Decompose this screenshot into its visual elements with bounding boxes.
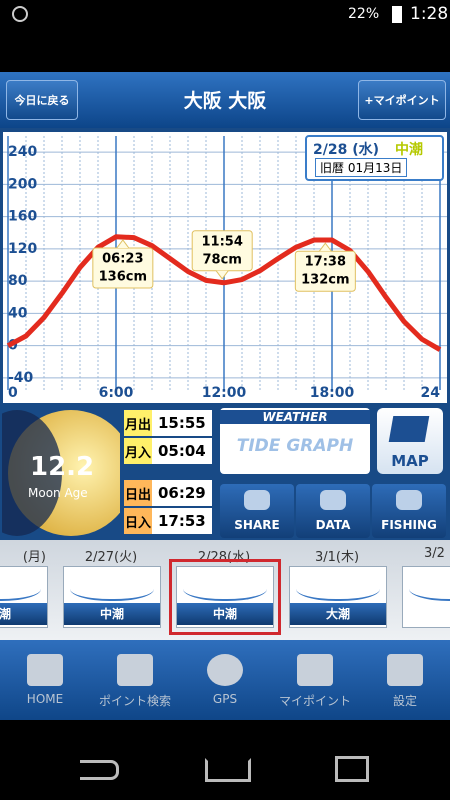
date-box: 2/28 (水) 中潮 旧暦 01月13日: [305, 135, 444, 181]
callout-time: 17:38: [305, 255, 346, 270]
battery: 22%: [348, 6, 380, 22]
weather-subtitle: TIDE GRAPH: [236, 436, 354, 456]
y-tick-label: -40: [8, 370, 34, 386]
tab-icon[interactable]: [27, 654, 63, 686]
strip-date: 2/28(水): [197, 550, 251, 565]
mini-graph: [0, 573, 41, 601]
status-bar: 22% 1:28: [0, 0, 450, 30]
tab-label[interactable]: 設定: [392, 694, 417, 708]
strip-card[interactable]: 潮: [0, 566, 48, 628]
battery-icon: [392, 6, 402, 23]
callout-label: 132cm: [301, 273, 349, 288]
callout-time: 06:23: [102, 252, 143, 267]
tab-icon[interactable]: [117, 654, 153, 686]
nav-bar: [0, 720, 450, 800]
x-tick-label: 18:00: [310, 385, 355, 401]
mypoint-button[interactable]: +マイポイント: [358, 80, 446, 120]
tab-label[interactable]: GPS: [212, 692, 238, 706]
map-button[interactable]: MAP: [377, 408, 443, 474]
y-tick-label: 160: [8, 209, 37, 225]
header: 今日に戻る 大阪 大阪 +マイポイント: [0, 72, 450, 128]
back-button[interactable]: 今日に戻る: [6, 80, 78, 120]
strip-tide: 中潮: [177, 603, 273, 625]
mini-graph: [296, 573, 380, 601]
strip-date: 3/2: [424, 546, 445, 561]
time-label: 月出: [124, 410, 152, 436]
callout-label: 78cm: [203, 252, 242, 267]
callout-pointer: [318, 242, 332, 252]
tab-label[interactable]: ポイント検索: [98, 694, 171, 708]
mini-graph: [183, 573, 267, 601]
tab-icon[interactable]: [207, 654, 243, 686]
time-label: 月入: [124, 438, 152, 464]
y-tick-label: 120: [8, 241, 37, 257]
tab-icon[interactable]: [297, 654, 333, 686]
callout-label: 136cm: [99, 270, 147, 285]
weather-banner[interactable]: WEATHER TIDE GRAPH: [220, 408, 370, 474]
mini-graph: [409, 573, 450, 601]
y-tick-label: 240: [8, 144, 37, 160]
time-label: 日出: [124, 480, 152, 506]
y-tick-label: 200: [8, 176, 37, 192]
strip-date: 3/1(木): [314, 550, 360, 565]
date: 2/28 (水): [313, 142, 380, 158]
tab-bar: HOME ポイント検索 GPS マイポイント 設定: [0, 640, 450, 720]
time-value: 17:53: [152, 508, 212, 534]
strip-date: (月): [22, 550, 46, 565]
x-tick-label: 0: [8, 385, 18, 401]
moon-area: 12.2 Moon Age: [2, 408, 120, 538]
tide-line: [6, 234, 442, 352]
recents-nav[interactable]: [335, 756, 369, 782]
moon-age-label: Moon Age: [28, 486, 88, 500]
action-icon: [396, 490, 422, 510]
time-value: 05:04: [152, 438, 212, 464]
strip-card[interactable]: 中潮: [169, 559, 281, 635]
action-icon: [320, 490, 346, 510]
x-tick-label: 12:00: [202, 385, 247, 401]
status-icon: [12, 6, 28, 22]
time-label: 日入: [124, 508, 152, 534]
strip-tide: 潮: [0, 603, 47, 625]
action-button[interactable]: DATA: [296, 484, 370, 538]
action-button[interactable]: FISHING: [372, 484, 446, 538]
action-label: SHARE: [234, 518, 280, 532]
x-tick-label: 24: [421, 385, 441, 401]
lunar-date: 旧暦 01月13日: [315, 158, 408, 177]
time-value: 15:55: [152, 410, 212, 436]
callout-pointer: [116, 239, 130, 249]
tab-icon[interactable]: [387, 654, 423, 686]
action-button[interactable]: SHARE: [220, 484, 294, 538]
strip-tide: 中潮: [64, 603, 160, 625]
y-tick-label: 80: [8, 273, 28, 289]
map-icon: [388, 416, 430, 442]
strip-card[interactable]: 大潮: [289, 566, 387, 628]
moon-age: 12.2: [30, 452, 95, 482]
tide-name: 中潮: [395, 142, 423, 158]
home-nav[interactable]: [205, 758, 251, 782]
strip-card[interactable]: [402, 566, 450, 628]
back-nav[interactable]: [80, 760, 119, 780]
tab-label[interactable]: マイポイント: [278, 694, 351, 708]
callout-time: 11:54: [202, 234, 243, 249]
strip-tide: 大潮: [290, 603, 386, 625]
strip-card[interactable]: 中潮: [63, 566, 161, 628]
x-tick-label: 6:00: [99, 385, 134, 401]
date-strip: (月) 潮 2/27(火) 中潮 2/28(水) 中潮 3/1(木) 大潮 3/2: [0, 540, 450, 640]
callout-pointer: [215, 270, 229, 280]
y-tick-label: 40: [8, 305, 28, 321]
action-icon: [244, 490, 270, 510]
mini-graph: [70, 573, 154, 601]
title: 大阪 大阪: [183, 90, 267, 112]
weather-title: WEATHER: [220, 410, 370, 424]
tab-label[interactable]: HOME: [26, 692, 64, 706]
map-label: MAP: [391, 452, 429, 470]
time-value: 06:29: [152, 480, 212, 506]
action-label: DATA: [315, 518, 351, 532]
strip-date: 2/27(火): [84, 550, 138, 565]
action-label: FISHING: [381, 518, 437, 532]
clock: 1:28: [410, 4, 449, 24]
